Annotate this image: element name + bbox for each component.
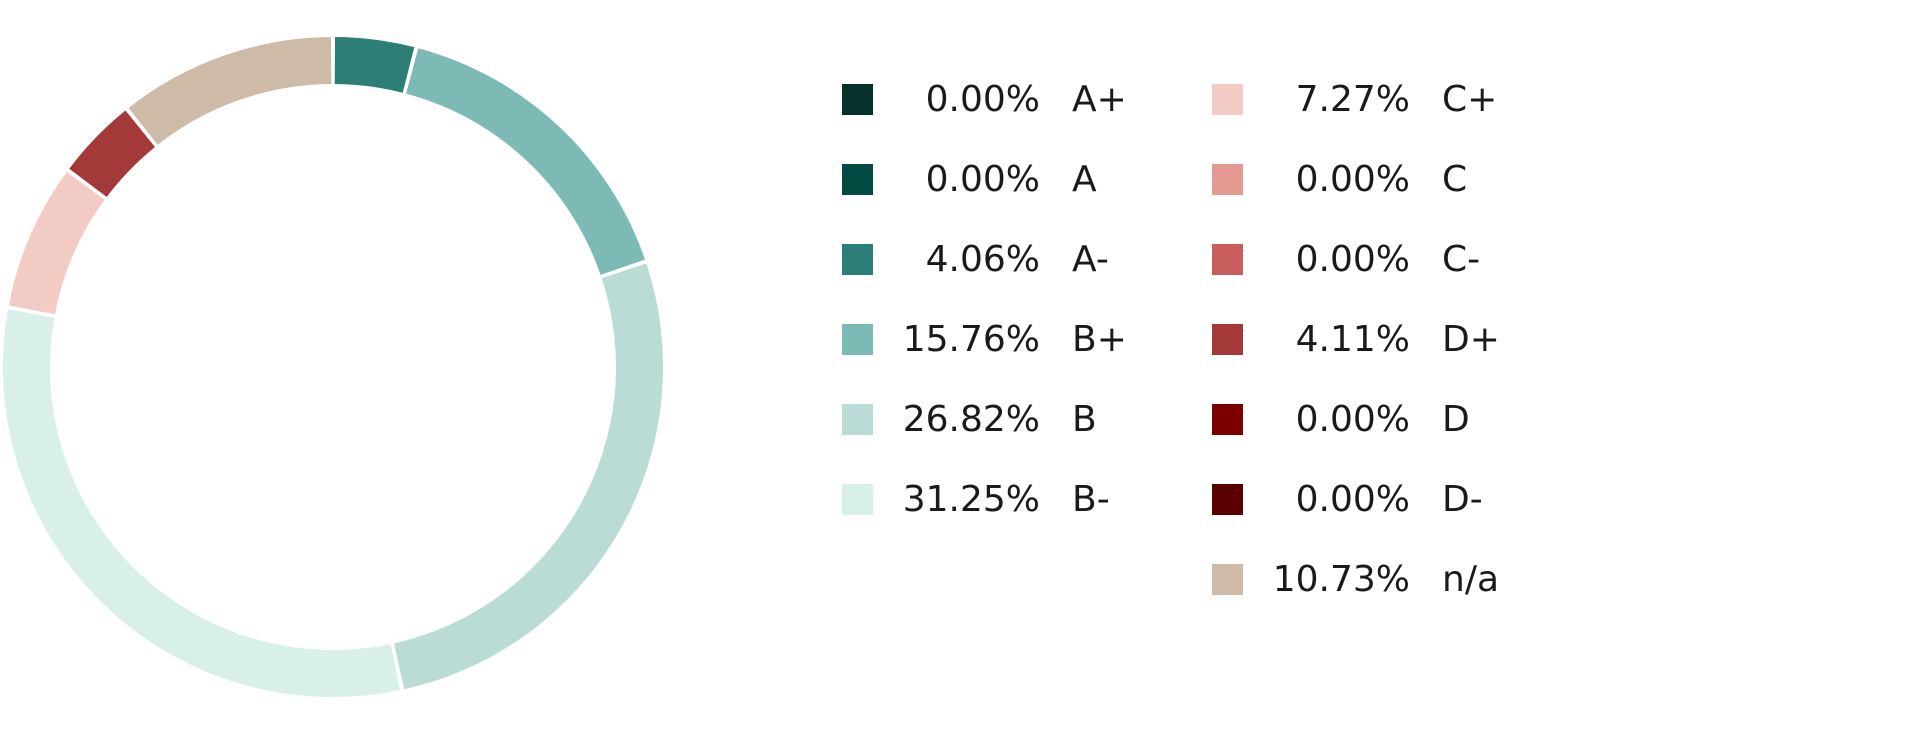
legend-swatch — [1212, 164, 1243, 195]
donut-slice-4 — [406, 48, 646, 275]
legend-label: D+ — [1442, 319, 1500, 360]
legend-value: 0.00% — [925, 79, 1040, 120]
legend-item: 7.27% C+ — [1212, 80, 1632, 120]
legend-label: A- — [1072, 239, 1109, 280]
donut-slice-7 — [8, 171, 105, 315]
donut-chart — [3, 37, 663, 697]
legend-item: 26.82% B — [842, 400, 1262, 440]
legend-swatch — [842, 324, 873, 355]
legend-label: C- — [1442, 239, 1481, 280]
legend-label: D — [1442, 399, 1470, 440]
legend-swatch — [1212, 404, 1243, 435]
donut-slice-5 — [393, 263, 663, 690]
legend-value: 4.06% — [925, 239, 1040, 280]
legend-value: 31.25% — [902, 479, 1040, 520]
legend-item: 0.00% C — [1212, 160, 1632, 200]
legend-value: 10.73% — [1272, 559, 1410, 600]
legend-swatch — [1212, 324, 1243, 355]
legend-item: 0.00% A+ — [842, 80, 1262, 120]
legend-value: 0.00% — [1295, 399, 1410, 440]
legend-value: 0.00% — [1295, 159, 1410, 200]
legend-item: 15.76% B+ — [842, 320, 1262, 360]
legend-item: 4.11% D+ — [1212, 320, 1632, 360]
donut-slice-10 — [69, 110, 155, 197]
legend-swatch — [1212, 84, 1243, 115]
legend-swatch — [842, 404, 873, 435]
legend-swatch — [1212, 564, 1243, 595]
legend-swatch — [1212, 244, 1243, 275]
legend-value: 0.00% — [1295, 479, 1410, 520]
legend-value: 4.11% — [1295, 319, 1410, 360]
legend-item: 4.06% A- — [842, 240, 1262, 280]
legend-value: 15.76% — [902, 319, 1040, 360]
legend-item: 10.73% n/a — [1212, 560, 1632, 600]
legend-label: C+ — [1442, 79, 1498, 120]
donut-slice-3 — [334, 37, 415, 93]
legend-swatch — [1212, 484, 1243, 515]
legend-label: B+ — [1072, 319, 1127, 360]
legend-swatch — [842, 484, 873, 515]
donut-slice-6 — [3, 309, 401, 697]
legend-item: 0.00% A — [842, 160, 1262, 200]
legend-value: 26.82% — [902, 399, 1040, 440]
legend-label: A — [1072, 159, 1097, 200]
legend-item: 0.00% D — [1212, 400, 1632, 440]
legend-swatch — [842, 84, 873, 115]
legend-swatch — [842, 244, 873, 275]
legend-label: D- — [1442, 479, 1483, 520]
legend-label: C — [1442, 159, 1468, 200]
legend-value: 7.27% — [1295, 79, 1410, 120]
legend-value: 0.00% — [1295, 239, 1410, 280]
legend-label: B — [1072, 399, 1097, 440]
legend-value: 0.00% — [925, 159, 1040, 200]
legend-item: 31.25% B- — [842, 480, 1262, 520]
legend-item: 0.00% C- — [1212, 240, 1632, 280]
legend-label: B- — [1072, 479, 1110, 520]
legend-label: n/a — [1442, 559, 1500, 600]
legend-swatch — [842, 164, 873, 195]
donut-slice-13 — [128, 37, 332, 145]
legend-item: 0.00% D- — [1212, 480, 1632, 520]
legend-label: A+ — [1072, 79, 1127, 120]
